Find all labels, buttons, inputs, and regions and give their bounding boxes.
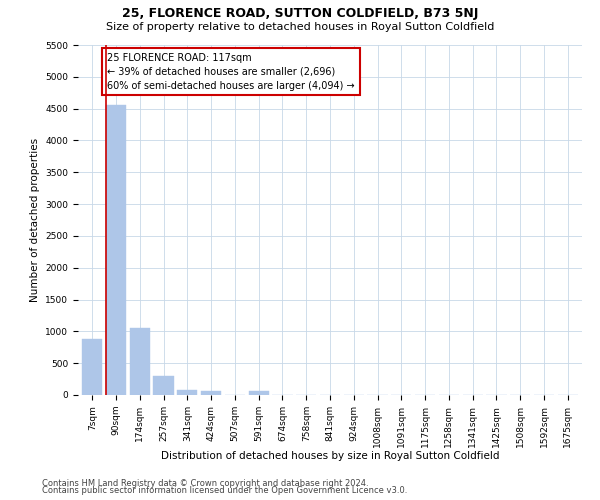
Bar (248, 390, 269, 395)
Text: Size of property relative to detached houses in Royal Sutton Coldfield: Size of property relative to detached ho… (106, 22, 494, 32)
Bar (177, 390, 197, 395)
X-axis label: Distribution of detached houses by size in Royal Sutton Coldfield: Distribution of detached houses by size … (161, 451, 499, 461)
Text: 25, FLORENCE ROAD, SUTTON COLDFIELD, B73 5NJ: 25, FLORENCE ROAD, SUTTON COLDFIELD, B73… (122, 8, 478, 20)
Bar (201, 391, 221, 395)
Bar (130, 328, 150, 395)
Y-axis label: Number of detached properties: Number of detached properties (30, 138, 40, 302)
Text: 25 FLORENCE ROAD: 117sqm
← 39% of detached houses are smaller (2,696)
60% of sem: 25 FLORENCE ROAD: 117sqm ← 39% of detach… (107, 52, 355, 90)
Bar (82, 339, 103, 395)
Bar (154, 376, 173, 395)
Bar (106, 105, 126, 395)
Text: Contains public sector information licensed under the Open Government Licence v3: Contains public sector information licen… (42, 486, 407, 495)
Text: Contains HM Land Registry data © Crown copyright and database right 2024.: Contains HM Land Registry data © Crown c… (42, 478, 368, 488)
